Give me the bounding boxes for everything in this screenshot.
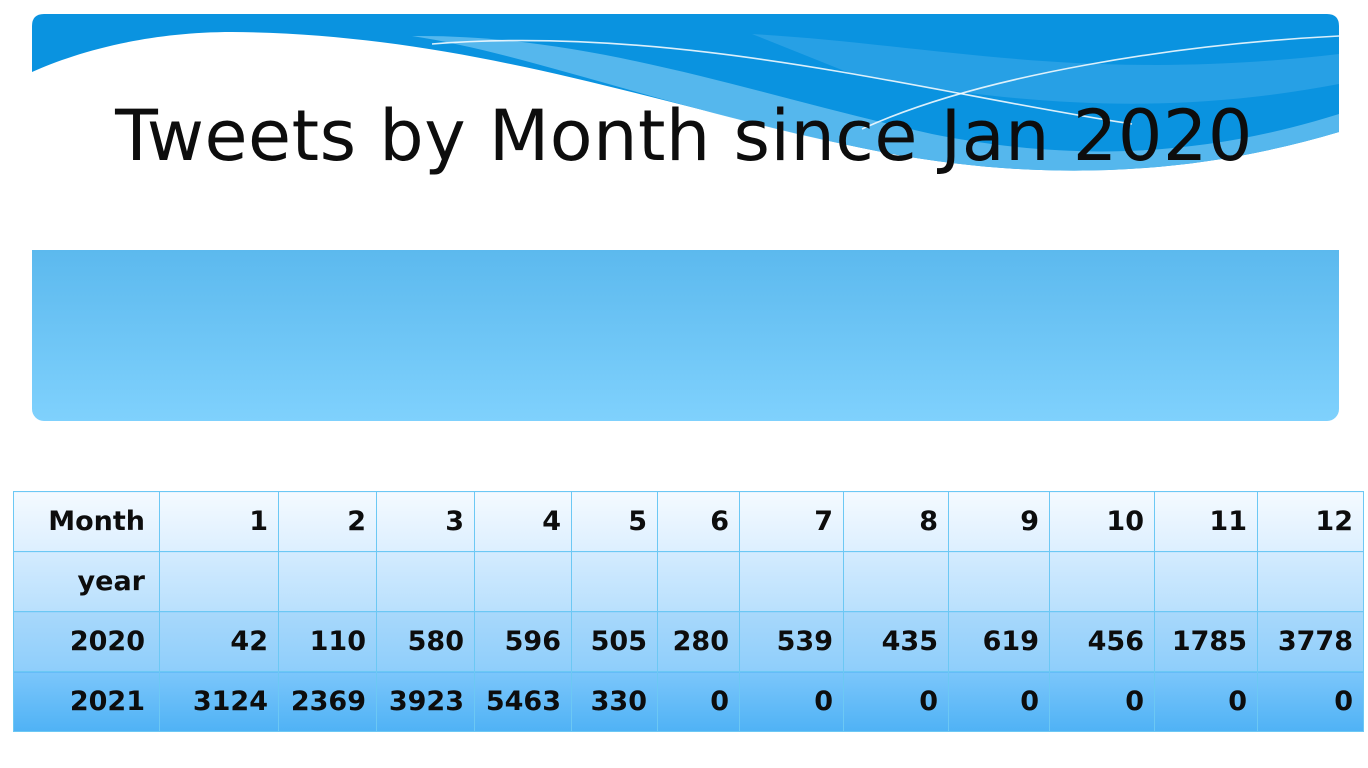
value-cell: 539	[739, 611, 844, 672]
value-cell: 505	[571, 611, 658, 672]
value-cell: 0	[739, 671, 844, 732]
month-cell: 7	[739, 491, 844, 552]
month-cell: 6	[657, 491, 740, 552]
slide-title: Tweets by Month since Jan 2020	[115, 95, 1253, 177]
year-cell: 2021	[13, 671, 160, 732]
value-cell: 0	[1154, 671, 1258, 732]
month-header-cell: Month	[13, 491, 160, 552]
value-cell: 110	[278, 611, 377, 672]
value-cell: 0	[657, 671, 740, 732]
empty-cell	[571, 551, 658, 612]
value-cell: 0	[1049, 671, 1155, 732]
month-cell: 2	[278, 491, 377, 552]
value-cell: 2369	[278, 671, 377, 732]
value-cell: 3778	[1257, 611, 1364, 672]
month-cell: 5	[571, 491, 658, 552]
empty-cell	[1154, 551, 1258, 612]
empty-cell	[657, 551, 740, 612]
month-cell: 10	[1049, 491, 1155, 552]
empty-cell	[1257, 551, 1364, 612]
value-cell: 456	[1049, 611, 1155, 672]
month-cell: 8	[843, 491, 949, 552]
value-cell: 619	[948, 611, 1050, 672]
value-cell: 0	[1257, 671, 1364, 732]
table-header-row: Month 1 2 3 4 5 6 7 8 9 10 11 12	[13, 491, 1364, 552]
year-cell: 2020	[13, 611, 160, 672]
value-cell: 596	[474, 611, 572, 672]
value-cell: 3923	[376, 671, 475, 732]
value-cell: 42	[159, 611, 279, 672]
month-cell: 12	[1257, 491, 1364, 552]
table-year-label-row: year	[13, 551, 1364, 612]
month-cell: 11	[1154, 491, 1258, 552]
empty-cell	[739, 551, 844, 612]
month-cell: 1	[159, 491, 279, 552]
month-cell: 4	[474, 491, 572, 552]
tweets-table: Month 1 2 3 4 5 6 7 8 9 10 11 12 year	[13, 491, 1364, 732]
month-cell: 9	[948, 491, 1050, 552]
empty-cell	[843, 551, 949, 612]
table-row-2020: 2020 42 110 580 596 505 280 539 435 619 …	[13, 611, 1364, 672]
table-row-2021: 2021 3124 2369 3923 5463 330 0 0 0 0 0 0…	[13, 671, 1364, 732]
value-cell: 0	[843, 671, 949, 732]
value-cell: 280	[657, 611, 740, 672]
value-cell: 435	[843, 611, 949, 672]
empty-cell	[278, 551, 377, 612]
blue-gradient-panel	[32, 250, 1339, 421]
value-cell: 5463	[474, 671, 572, 732]
empty-cell	[948, 551, 1050, 612]
empty-cell	[376, 551, 475, 612]
header-wave-banner	[32, 14, 1339, 171]
empty-cell	[1049, 551, 1155, 612]
value-cell: 3124	[159, 671, 279, 732]
empty-cell	[474, 551, 572, 612]
value-cell: 330	[571, 671, 658, 732]
value-cell: 1785	[1154, 611, 1258, 672]
value-cell: 580	[376, 611, 475, 672]
value-cell: 0	[948, 671, 1050, 732]
month-cell: 3	[376, 491, 475, 552]
year-header-cell: year	[13, 551, 160, 612]
empty-cell	[159, 551, 279, 612]
